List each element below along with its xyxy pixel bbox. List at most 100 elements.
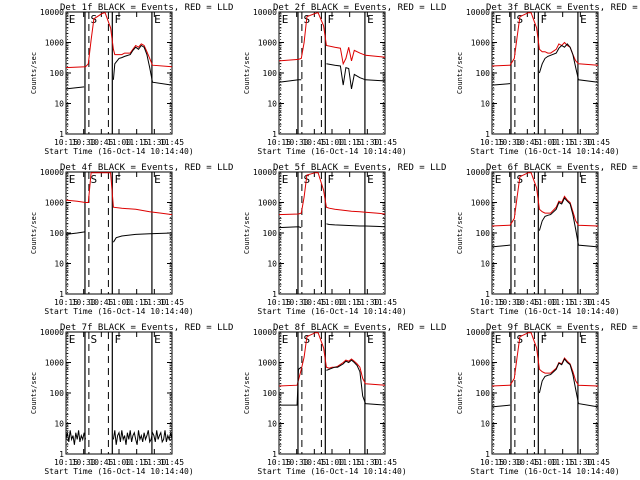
x-tick-label: 10:15: [54, 138, 78, 147]
x-axis-label: Start Time (16-Oct-14 10:14:40): [257, 467, 406, 476]
x-tick-label: 10:15: [267, 458, 291, 467]
y-tick-label: 100: [476, 69, 491, 78]
y-tick-label: 100: [476, 229, 491, 238]
y-axis-label: Counts/sec: [243, 372, 251, 414]
interval-marker-label: E: [495, 173, 502, 186]
lld-series-line: [65, 12, 173, 69]
y-tick-label: 100: [50, 229, 65, 238]
y-tick-label: 100: [50, 69, 65, 78]
interval-marker-label: F: [328, 173, 335, 186]
x-tick-label: 11:45: [373, 458, 397, 467]
y-axis-label: Counts/sec: [243, 212, 251, 254]
x-tick-label: 11:45: [160, 298, 184, 307]
x-axis-label: Start Time (16-Oct-14 10:14:40): [470, 467, 619, 476]
x-tick-label: 10:30: [498, 458, 522, 467]
x-tick-label: 10:15: [267, 298, 291, 307]
y-tick-label: 1: [59, 450, 64, 459]
x-tick-label: 10:30: [498, 298, 522, 307]
x-tick-label: 11:15: [338, 458, 362, 467]
y-axis-label: Counts/sec: [30, 212, 38, 254]
y-axis-label: Counts/sec: [30, 52, 38, 94]
x-tick-label: 10:45: [515, 138, 539, 147]
x-tick-label: 11:30: [355, 298, 379, 307]
y-tick-label: 100: [263, 389, 278, 398]
y-tick-label: 10: [54, 260, 64, 269]
chart-panel: Det 9f BLACK = Events, RED = LLD 1 10 100 10…: [456, 323, 640, 476]
y-tick-label: 100: [263, 229, 278, 238]
y-tick-label: 100: [476, 389, 491, 398]
x-tick-label: 10:45: [515, 458, 539, 467]
chart-panel: Det 2f BLACK = Events, RED = LLD 1 10 100 10…: [243, 3, 446, 156]
x-tick-label: 10:15: [480, 138, 504, 147]
plot-frame: [278, 171, 386, 295]
y-tick-label: 1: [485, 130, 490, 139]
plot-frame: [278, 11, 386, 135]
x-tick-label: 11:30: [142, 138, 166, 147]
x-tick-label: 11:15: [338, 298, 362, 307]
y-tick-label: 1: [59, 290, 64, 299]
y-tick-label: 10: [480, 260, 490, 269]
x-tick-label: 11:00: [320, 298, 344, 307]
interval-marker-label: S: [91, 333, 98, 346]
x-tick-label: 10:30: [285, 298, 309, 307]
interval-marker-label: F: [328, 333, 335, 346]
lld-series-line: [65, 172, 173, 216]
y-tick-label: 10: [54, 100, 64, 109]
x-axis-label: Start Time (16-Oct-14 10:14:40): [470, 147, 619, 156]
y-tick-label: 10000: [253, 8, 277, 17]
x-axis-label: Start Time (16-Oct-14 10:14:40): [257, 147, 406, 156]
y-tick-label: 100: [50, 389, 65, 398]
x-tick-label: 11:30: [568, 138, 592, 147]
x-tick-label: 10:30: [72, 458, 96, 467]
interval-marker-label: E: [495, 13, 502, 26]
x-tick-label: 11:15: [125, 298, 149, 307]
x-axis-label: Start Time (16-Oct-14 10:14:40): [257, 307, 406, 316]
chart-title: Det 3f BLACK = Events, RED = LLD: [486, 3, 640, 13]
interval-marker-label: E: [154, 13, 161, 26]
events-series-line: [278, 63, 386, 89]
x-tick-label: 11:00: [533, 138, 557, 147]
interval-marker-label: E: [282, 333, 289, 346]
interval-marker-label: E: [69, 13, 76, 26]
y-tick-label: 1000: [258, 39, 277, 48]
chart-title: Det 7f BLACK = Events, RED = LLD: [60, 323, 233, 333]
x-tick-label: 10:45: [302, 458, 326, 467]
interval-marker-label: F: [115, 333, 122, 346]
interval-marker-label: F: [541, 333, 548, 346]
x-tick-label: 11:30: [355, 458, 379, 467]
x-tick-label: 10:30: [72, 138, 96, 147]
x-tick-label: 11:00: [107, 138, 131, 147]
y-tick-label: 10000: [253, 168, 277, 177]
plot-frame: [491, 331, 599, 455]
x-tick-label: 11:15: [125, 138, 149, 147]
x-tick-label: 11:30: [568, 298, 592, 307]
x-axis-label: Start Time (16-Oct-14 10:14:40): [44, 307, 193, 316]
x-tick-label: 11:00: [107, 458, 131, 467]
y-tick-label: 1: [59, 130, 64, 139]
interval-marker-label: F: [115, 13, 122, 26]
chart-title: Det 8f BLACK = Events, RED = LLD: [273, 323, 446, 333]
y-tick-label: 1000: [258, 199, 277, 208]
interval-marker-label: F: [115, 173, 122, 186]
x-tick-label: 11:15: [551, 138, 575, 147]
x-tick-label: 11:00: [533, 458, 557, 467]
x-tick-label: 11:00: [320, 458, 344, 467]
chart-title: Det 2f BLACK = Events, RED = LLD: [273, 3, 446, 13]
x-tick-label: 10:30: [72, 298, 96, 307]
x-tick-label: 10:45: [302, 298, 326, 307]
events-series-line: [491, 43, 599, 86]
y-axis-label: Counts/sec: [30, 372, 38, 414]
interval-marker-label: E: [580, 333, 587, 346]
y-tick-label: 1000: [45, 39, 64, 48]
events-series-line: [112, 430, 173, 445]
y-tick-label: 10000: [466, 328, 490, 337]
x-tick-label: 10:45: [89, 298, 113, 307]
x-tick-label: 11:15: [551, 298, 575, 307]
y-tick-label: 1000: [258, 359, 277, 368]
interval-marker-label: E: [69, 333, 76, 346]
plot-frame: [65, 11, 173, 135]
x-tick-label: 11:45: [586, 458, 610, 467]
y-tick-label: 1: [272, 130, 277, 139]
y-tick-label: 100: [263, 69, 278, 78]
